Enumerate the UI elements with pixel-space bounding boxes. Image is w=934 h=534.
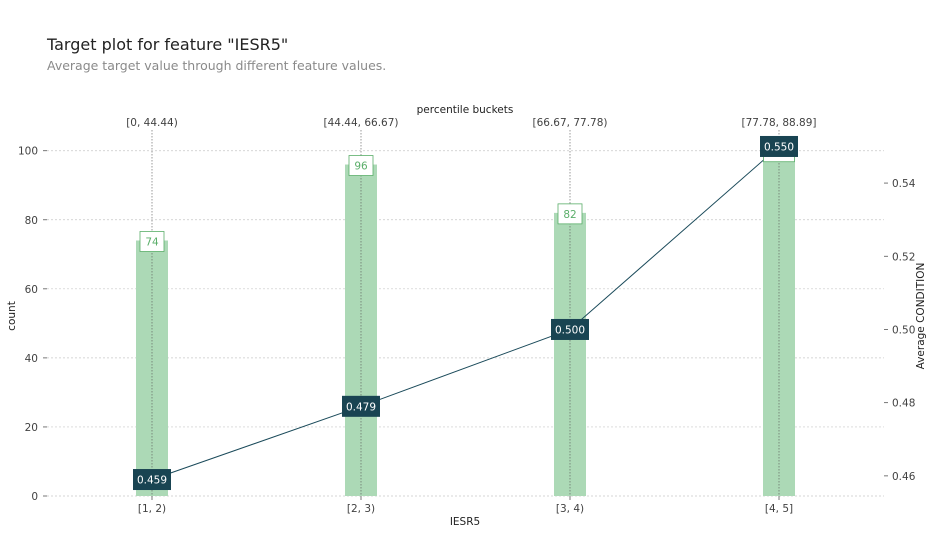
- line-value-label: 0.479: [346, 401, 376, 413]
- y-tick-label: 100: [18, 146, 38, 158]
- line-value-label: 0.500: [555, 324, 585, 336]
- x-tick-label: [4, 5]: [765, 503, 793, 515]
- bar-value-box: [557, 203, 583, 225]
- bar-value-box: [139, 231, 165, 252]
- chart-subtitle: Average target value through different f…: [47, 58, 387, 73]
- y-tick-label: 60: [25, 284, 38, 296]
- average-line: [151, 146, 780, 481]
- y-axis-label: count: [6, 301, 18, 331]
- x-tick-label: [1, 2): [138, 503, 166, 515]
- bar-value-label: 74: [145, 236, 159, 248]
- y2-tick-label: 0.52: [892, 251, 915, 263]
- top-tick-label: [66.67, 77.78): [533, 117, 608, 129]
- bar-value-box: [348, 155, 374, 176]
- y2-tick-label: 0.46: [892, 471, 916, 483]
- line-value-box: [551, 318, 589, 340]
- bar: [554, 212, 586, 496]
- bar-value-label: 82: [563, 209, 576, 221]
- bar-value-label: 96: [354, 161, 368, 173]
- x-tick-label: [2, 3): [347, 503, 375, 515]
- chart-title: Target plot for feature "IESR5": [47, 35, 289, 54]
- line-value-box: [133, 469, 171, 491]
- y-tick-label: 20: [25, 422, 38, 434]
- x-axis-label: IESR5: [450, 516, 480, 528]
- y2-tick-label: 0.48: [892, 398, 915, 410]
- x-tick-label: [3, 4): [556, 503, 584, 515]
- line-value-label: 0.459: [137, 475, 167, 487]
- top-tick-label: [44.44, 66.67): [324, 117, 399, 129]
- top-tick-label: [77.78, 88.89]: [742, 117, 817, 129]
- top-tick-label: [0, 44.44): [126, 117, 178, 129]
- y-tick-label: 0: [31, 491, 38, 503]
- y2-tick-label: 0.54: [892, 178, 916, 190]
- top-axis-label: percentile buckets: [417, 104, 514, 116]
- y2-tick-label: 0.50: [892, 324, 915, 336]
- line-value-box: [342, 395, 380, 417]
- y-tick-label: 80: [25, 215, 38, 227]
- line-value-label: 0.550: [764, 141, 794, 153]
- line-value-box: [760, 135, 798, 157]
- y-tick-label: 40: [25, 353, 38, 365]
- y2-axis-label: Average CONDITION: [915, 263, 927, 370]
- bar: [345, 164, 377, 496]
